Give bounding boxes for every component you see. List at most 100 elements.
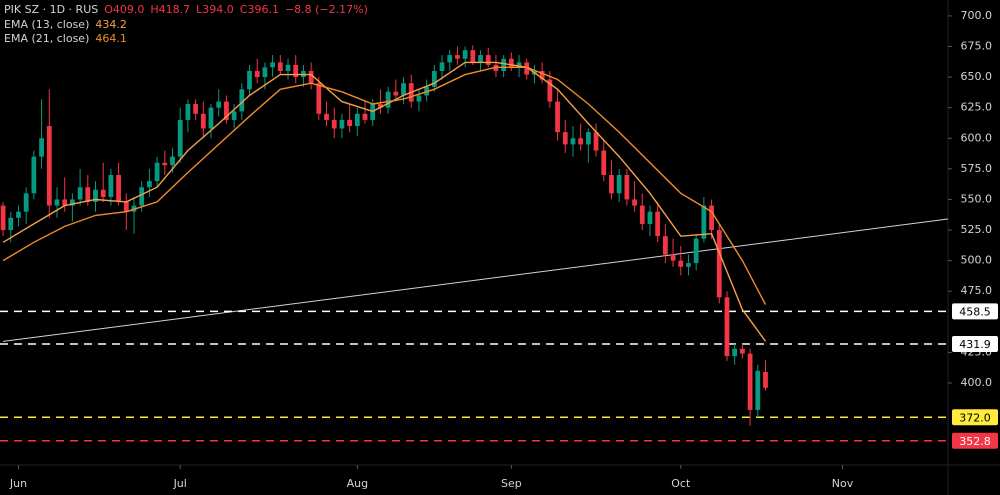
y-tick-label: 500.0 (961, 254, 993, 267)
candle-body (293, 64, 299, 78)
candle-body (747, 353, 753, 410)
candle-body (508, 58, 514, 68)
candle-body (516, 62, 522, 68)
candle-body (593, 132, 599, 151)
candle-body (347, 119, 353, 127)
candle-body (354, 113, 360, 127)
candle-body (447, 55, 453, 63)
candle-body (732, 348, 738, 357)
candle-body (285, 64, 291, 71)
y-tick-label: 650.0 (961, 70, 993, 83)
y-tick-label: 700.0 (961, 9, 993, 22)
candle-body (85, 187, 91, 202)
candle-body (177, 119, 183, 157)
candle-body (31, 156, 37, 194)
legend-name: EMA (13, close) (4, 18, 89, 31)
trendline (3, 218, 949, 342)
candle-body (16, 211, 21, 218)
candle-body (439, 62, 445, 71)
candle-body (578, 138, 584, 145)
x-tick-label: Oct (671, 477, 691, 490)
level-label: 372.0 (959, 411, 991, 424)
candle-body (639, 205, 645, 224)
candle-body (123, 201, 129, 212)
candle-body (362, 113, 368, 120)
x-tick-label: Jun (9, 477, 27, 490)
candle-body (139, 187, 145, 206)
candle-body (108, 174, 114, 198)
candle-body (716, 230, 722, 298)
candle-body (524, 62, 530, 75)
candle-body (401, 83, 406, 96)
candle-body (739, 348, 745, 354)
level-label-box (952, 335, 998, 352)
candle-body (277, 62, 283, 71)
y-tick-label: 625.0 (961, 101, 993, 114)
candle-body (555, 101, 560, 133)
y-tick-label: 600.0 (961, 131, 993, 144)
legend-value: 434.2 (95, 18, 127, 31)
candle-body (54, 199, 60, 206)
candle-body (624, 174, 630, 200)
candle-body (208, 107, 214, 129)
candle-body (200, 113, 206, 129)
candle-body (416, 95, 422, 102)
candle-body (46, 126, 52, 206)
level-label-box (952, 409, 998, 426)
candle-body (70, 199, 75, 206)
legend-name: EMA (21, close) (4, 32, 89, 45)
candle-body (478, 55, 483, 63)
candle-body (709, 205, 714, 231)
candle-body (77, 187, 83, 200)
symbol: PIK SZ · 1D · RUS (4, 3, 98, 16)
candle-body (455, 55, 460, 59)
candle-body (755, 370, 761, 410)
candle-body (193, 104, 198, 114)
candle-body (547, 79, 553, 102)
y-tick-label: 475.0 (961, 284, 993, 297)
level-label-box (952, 303, 998, 320)
candle-body (185, 104, 191, 120)
candle-body (93, 189, 98, 202)
candle-body (339, 119, 345, 129)
candle-body (585, 132, 591, 145)
candle-body (670, 254, 676, 261)
candle-body (539, 70, 545, 80)
candle-body (647, 211, 653, 224)
ohlc-value: L394.0 (196, 3, 234, 16)
candle-body (100, 189, 106, 198)
candle-body (678, 260, 684, 267)
x-tick-label: Sep (501, 477, 522, 490)
ohlc-value: −8.8 (−2.17%) (285, 3, 368, 16)
ohlc-value: O409.0 (104, 3, 144, 16)
candle-body (270, 62, 276, 68)
y-tick-label: 525.0 (961, 223, 993, 236)
candle-body (385, 91, 391, 108)
candle-body (116, 174, 121, 202)
ema-line (2, 66, 767, 305)
candle-body (378, 104, 383, 108)
candle-body (216, 101, 222, 108)
candle-body (570, 138, 576, 145)
candle-body (254, 70, 260, 78)
y-tick-label: 575.0 (961, 162, 993, 175)
candle-body (262, 67, 268, 78)
candle-body (247, 70, 252, 90)
candle-body (162, 162, 168, 166)
candle-body (501, 58, 507, 71)
candle-body (331, 119, 337, 129)
ema-line (2, 61, 767, 342)
candle-body (170, 156, 175, 166)
level-label: 431.9 (959, 338, 991, 351)
x-tick-label: Jul (173, 477, 187, 490)
candle-body (655, 211, 661, 237)
y-tick-label: 675.0 (961, 40, 993, 53)
candle-body (23, 193, 29, 212)
candle-body (308, 70, 314, 84)
candle-body (693, 238, 699, 264)
y-tick-label: 400.0 (961, 376, 993, 389)
candle-body (470, 50, 476, 63)
